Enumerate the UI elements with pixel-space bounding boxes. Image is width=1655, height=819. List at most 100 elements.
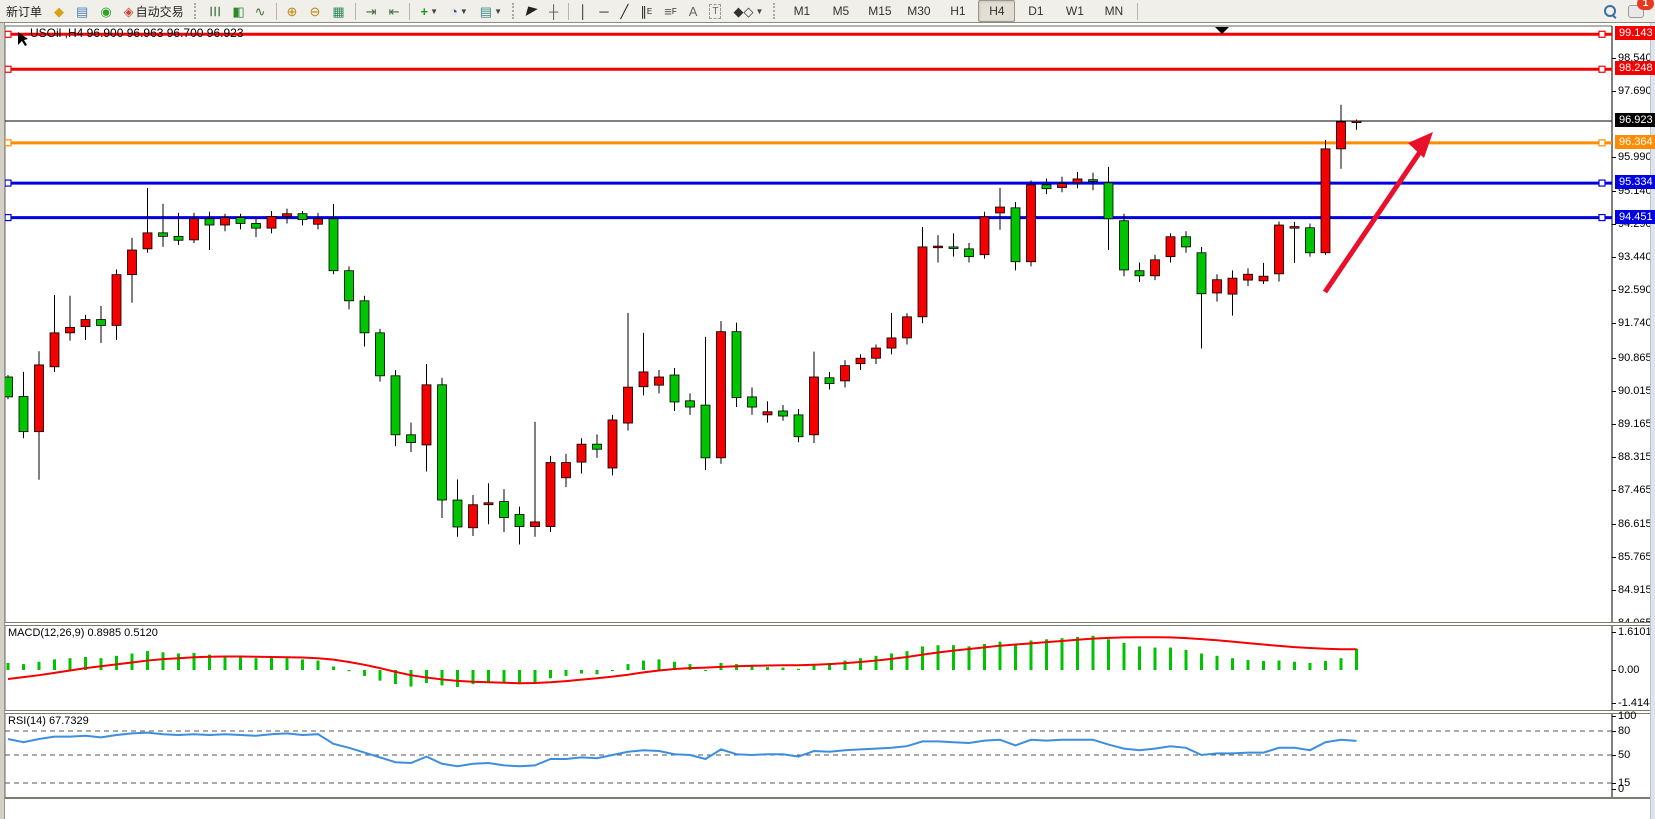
macd-label: MACD(12,26,9) 0.8985 0.5120	[8, 627, 158, 639]
timeframe-button-H4[interactable]: H4	[978, 0, 1016, 22]
macd-bar	[1277, 660, 1281, 670]
candle	[793, 414, 804, 438]
candle	[220, 217, 230, 226]
macd-bar	[99, 658, 103, 670]
trendline-icon: ╱	[620, 3, 629, 19]
line-handle[interactable]	[1598, 139, 1606, 147]
candle	[685, 400, 695, 408]
vertical-line-tool[interactable]: │	[574, 0, 592, 22]
line-handle[interactable]	[4, 179, 12, 187]
candle	[995, 206, 1005, 214]
notifications-button[interactable]: 1	[1623, 0, 1654, 22]
candle	[80, 319, 91, 327]
horizontal-line-tool[interactable]: ─	[594, 0, 613, 22]
timeframe-button-H1[interactable]: H1	[950, 4, 966, 18]
line-handle[interactable]	[4, 139, 12, 147]
macd-bar	[812, 664, 816, 670]
line-handle[interactable]	[1598, 179, 1606, 187]
tile-windows-icon[interactable]: ▦	[332, 3, 345, 19]
signals-icon[interactable]: ◉	[100, 3, 112, 19]
timeframe-group: M1 M5 M15 M30 H1 H4 D1 W1 MN	[782, 0, 1133, 22]
line-handle[interactable]	[1598, 213, 1606, 222]
macd-bar	[1014, 644, 1017, 670]
line-chart-icon[interactable]: ∿	[254, 3, 266, 19]
candle	[747, 396, 757, 408]
timeframe-button-M1[interactable]: M1	[793, 4, 811, 18]
cursor-tool[interactable]: ◤	[522, 0, 542, 22]
price-tickmark	[1612, 223, 1616, 225]
scroll-marker-icon[interactable]	[1215, 27, 1229, 34]
macd-axis-tick: 0.00	[1618, 664, 1640, 676]
price-badge: 95.334	[1615, 175, 1655, 190]
price-axis-tick: 89.165	[1618, 418, 1652, 431]
indicators-button[interactable]: + ▼	[415, 0, 443, 22]
autotrading-label: 自动交易	[135, 4, 184, 19]
macd-bar	[378, 670, 382, 681]
fibonacci-tool[interactable]: ≡ F	[664, 3, 677, 19]
cursor-icon: ◤	[525, 2, 539, 20]
trendline-tool[interactable]: ╱	[616, 0, 634, 22]
rsi-tickmark	[1612, 789, 1616, 790]
timeframe-button-W1[interactable]: W1	[1065, 4, 1084, 18]
candle	[452, 499, 463, 528]
chart-shift-icon[interactable]: ⇤	[388, 3, 400, 19]
price-badge: 98.248	[1615, 61, 1655, 76]
text-tool[interactable]: A	[684, 0, 703, 22]
trend-arrow-head	[1408, 132, 1433, 158]
zoom-in-icon[interactable]: ⊕	[286, 3, 298, 19]
autotrading-button[interactable]: ◈ 自动交易	[119, 0, 189, 22]
macd-bar	[301, 659, 304, 670]
candle	[1196, 252, 1207, 295]
candle	[778, 410, 788, 417]
shapes-button[interactable]: ◆◇ ▼	[728, 0, 768, 22]
timeframe-button-M5[interactable]: M5	[832, 4, 850, 18]
search-button[interactable]	[1599, 0, 1621, 22]
crosshair-tool[interactable]: ┼	[544, 0, 563, 22]
macd-bar	[1153, 647, 1157, 670]
price-tickmark	[1612, 323, 1616, 325]
templates-button[interactable]: ▤ ▼	[475, 0, 507, 22]
timeframe-button-MN[interactable]: MN	[1104, 4, 1124, 18]
toolbar-grip	[773, 3, 778, 19]
candle	[1165, 236, 1176, 258]
line-handle[interactable]	[1598, 65, 1606, 73]
macd-bar	[1355, 648, 1358, 670]
macd-bar	[84, 657, 87, 670]
label-tool[interactable]: T	[704, 0, 726, 22]
macd-bar	[1231, 658, 1234, 670]
chart-canvas[interactable]	[0, 23, 1655, 819]
price-tickmark	[1612, 257, 1616, 259]
pane-splitter	[0, 622, 1655, 626]
text-icon: A	[688, 3, 698, 19]
template-icon: ▤	[479, 3, 493, 19]
channel-tool[interactable]: ∥ E	[640, 3, 653, 19]
chart-title: USOil ,H4 96.900 96.963 96.700 96.923	[30, 26, 244, 40]
notification-badge: 1	[1637, 0, 1654, 10]
candle	[1072, 178, 1083, 183]
periods-button[interactable]: ◔ ▼	[445, 0, 473, 22]
candle	[654, 376, 664, 386]
timeframe-button-D1[interactable]: D1	[1028, 4, 1044, 18]
timeframe-button-M15[interactable]: M15	[868, 4, 892, 18]
line-handle[interactable]	[4, 213, 12, 222]
bar-chart-icon[interactable]: ☰	[207, 5, 222, 17]
chart-area[interactable]: 99.143 98.248 96.364 95.334 94.451 96.923 98.5…	[0, 23, 1655, 819]
line-handle[interactable]	[4, 30, 12, 38]
price-axis-tick: 85.765	[1618, 550, 1652, 563]
zoom-out-icon[interactable]: ⊖	[309, 3, 321, 19]
auto-scroll-icon[interactable]: ⇥	[365, 3, 377, 19]
macd-bar	[502, 670, 506, 683]
macd-bar	[471, 670, 475, 685]
candlestick-chart-icon[interactable]: ▮▯	[232, 3, 244, 19]
candle	[1336, 121, 1346, 150]
macd-bar	[316, 660, 320, 670]
line-handle[interactable]	[1598, 30, 1606, 38]
new-order-button[interactable]: 新订单	[1, 0, 47, 22]
trend-arrow[interactable]	[1322, 144, 1427, 294]
timeframe-button-M30[interactable]: M30	[907, 4, 931, 18]
terminal-icon[interactable]: ▤	[76, 3, 89, 19]
market-watch-icon[interactable]: ◆	[54, 3, 65, 19]
line-handle[interactable]	[4, 65, 12, 73]
macd-bar	[425, 670, 428, 683]
